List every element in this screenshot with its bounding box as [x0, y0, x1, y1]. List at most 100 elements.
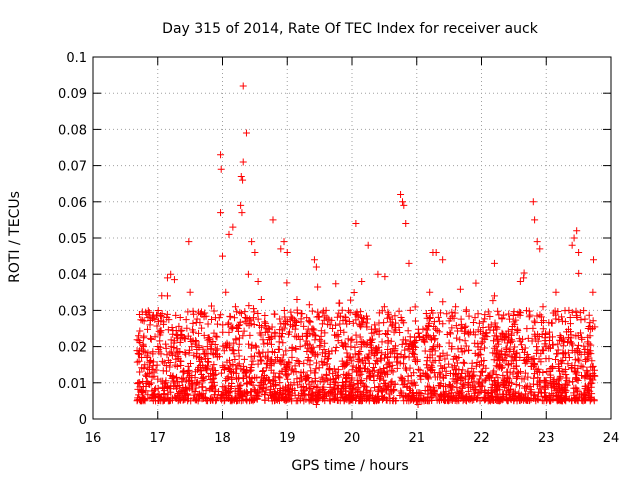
- data-point: [414, 365, 422, 373]
- data-point: [282, 347, 290, 355]
- data-point: [187, 377, 195, 385]
- data-point: [481, 377, 489, 385]
- data-point: [271, 332, 279, 340]
- data-point: [271, 396, 279, 404]
- data-point: [445, 360, 453, 368]
- data-point: [367, 387, 375, 395]
- data-point: [203, 366, 211, 374]
- data-point: [352, 220, 360, 228]
- data-point: [428, 345, 436, 353]
- data-point: [520, 348, 528, 356]
- y-tick-label: 0: [79, 413, 87, 428]
- data-point: [431, 336, 439, 344]
- data-point: [342, 374, 350, 382]
- data-point: [403, 383, 411, 391]
- data-point: [383, 331, 391, 339]
- data-point: [460, 381, 468, 389]
- data-point: [472, 279, 480, 287]
- data-point: [211, 381, 219, 389]
- data-point: [234, 362, 242, 370]
- data-point: [162, 344, 170, 352]
- data-point: [521, 359, 529, 367]
- x-tick-label: 18: [214, 431, 231, 446]
- data-point: [342, 393, 350, 401]
- data-point: [574, 341, 582, 349]
- data-point: [188, 326, 196, 334]
- data-point: [433, 396, 441, 404]
- data-point: [409, 380, 417, 388]
- data-point: [259, 367, 267, 375]
- data-point: [242, 314, 250, 322]
- data-point: [200, 313, 208, 321]
- data-point: [243, 395, 251, 403]
- data-point: [346, 308, 354, 316]
- data-point: [200, 331, 208, 339]
- data-point: [585, 349, 593, 357]
- y-tick-label: 0.05: [58, 232, 87, 247]
- data-point: [507, 353, 515, 361]
- data-point: [477, 328, 485, 336]
- data-point: [205, 334, 213, 342]
- data-point: [529, 362, 537, 370]
- data-point: [306, 318, 314, 326]
- data-point: [359, 357, 367, 365]
- data-point: [427, 394, 435, 402]
- data-point: [492, 342, 500, 350]
- data-point: [329, 370, 337, 378]
- data-point: [374, 386, 382, 394]
- data-point: [345, 354, 353, 362]
- data-point: [302, 332, 310, 340]
- data-point: [405, 259, 413, 267]
- data-point: [138, 316, 146, 324]
- data-point: [279, 339, 287, 347]
- data-point: [315, 313, 323, 321]
- data-point: [411, 303, 419, 311]
- data-point: [293, 318, 301, 326]
- data-point: [354, 380, 362, 388]
- data-point: [370, 363, 378, 371]
- data-point: [539, 325, 547, 333]
- data-point: [544, 344, 552, 352]
- data-point: [305, 380, 313, 388]
- data-point: [442, 367, 450, 375]
- data-point: [399, 336, 407, 344]
- data-point: [497, 364, 505, 372]
- data-point: [166, 363, 174, 371]
- data-point: [256, 356, 264, 364]
- data-point: [434, 313, 442, 321]
- data-point: [149, 314, 157, 322]
- data-point: [487, 389, 495, 397]
- data-point: [336, 326, 344, 334]
- data-point: [150, 368, 158, 376]
- data-point: [512, 392, 520, 400]
- data-point: [233, 308, 241, 316]
- data-point: [288, 389, 296, 397]
- data-point: [531, 361, 539, 369]
- data-point: [195, 354, 203, 362]
- data-point: [160, 318, 168, 326]
- data-point: [288, 353, 296, 361]
- data-point: [397, 373, 405, 381]
- data-point: [280, 351, 288, 359]
- data-point: [564, 360, 572, 368]
- data-point: [228, 325, 236, 332]
- data-point: [498, 335, 506, 343]
- data-point: [230, 347, 238, 355]
- data-point: [537, 313, 545, 321]
- data-point: [323, 360, 331, 368]
- data-point: [404, 345, 412, 353]
- data-point: [231, 303, 239, 311]
- data-point: [270, 376, 278, 384]
- data-point: [177, 332, 185, 340]
- data-point: [149, 348, 157, 356]
- data-point: [148, 373, 156, 381]
- data-point: [392, 319, 400, 327]
- data-point: [269, 382, 277, 390]
- data-point: [281, 313, 289, 321]
- data-point: [286, 386, 294, 394]
- data-point: [493, 397, 501, 405]
- data-point: [330, 383, 338, 391]
- data-point: [459, 380, 467, 388]
- data-point: [533, 312, 541, 320]
- data-point: [351, 310, 359, 318]
